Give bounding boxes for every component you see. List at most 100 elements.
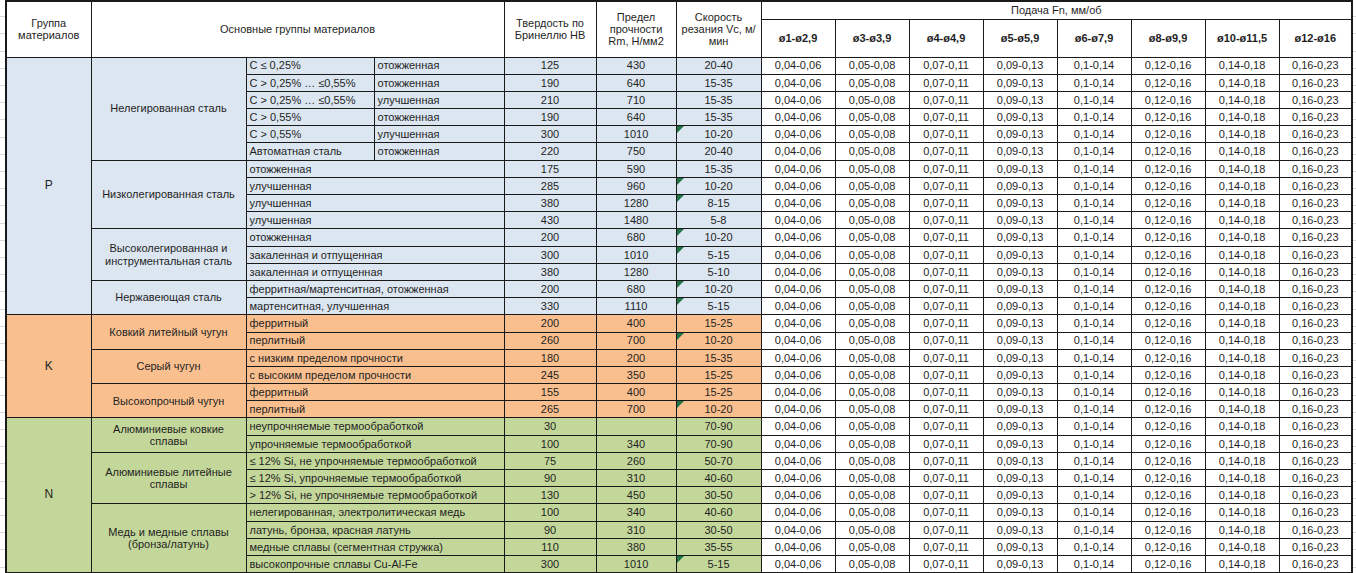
feed-cell[interactable]: 0,12-0,16 (1131, 315, 1205, 332)
feed-cell[interactable]: 0,04-0,06 (761, 435, 835, 452)
feed-cell[interactable]: 0,05-0,08 (835, 57, 909, 74)
feed-cell[interactable]: 0,09-0,13 (983, 212, 1057, 229)
feed-cell[interactable]: 0,09-0,13 (983, 263, 1057, 280)
hardness-cell[interactable]: 155 (504, 384, 596, 401)
feed-cell[interactable]: 0,04-0,06 (761, 177, 835, 194)
feed-cell[interactable]: 0,07-0,11 (909, 298, 983, 315)
feed-cell[interactable]: 0,14-0,18 (1205, 263, 1279, 280)
strength-cell[interactable]: 1010 (596, 126, 676, 143)
header-hardness[interactable]: Твердость по Бринеллю HB (504, 1, 596, 57)
feed-cell[interactable]: 0,04-0,06 (761, 555, 835, 572)
feed-cell[interactable]: 0,05-0,08 (835, 366, 909, 383)
strength-cell[interactable]: 380 (596, 538, 676, 555)
feed-cell[interactable]: 0,09-0,13 (983, 195, 1057, 212)
strength-cell[interactable]: 700 (596, 401, 676, 418)
feed-cell[interactable]: 0,1-0,14 (1057, 74, 1131, 91)
feed-cell[interactable]: 0,05-0,08 (835, 418, 909, 435)
feed-cell[interactable]: 0,12-0,16 (1131, 91, 1205, 108)
feed-cell[interactable]: 0,12-0,16 (1131, 470, 1205, 487)
feed-cell[interactable]: 0,14-0,18 (1205, 143, 1279, 160)
feed-cell[interactable]: 0,05-0,08 (835, 521, 909, 538)
material-family-cell[interactable]: Высокопрочный чугун (91, 384, 246, 418)
feed-cell[interactable]: 0,09-0,13 (983, 366, 1057, 383)
feed-cell[interactable]: 0,09-0,13 (983, 349, 1057, 366)
material-state-cell[interactable]: отожженная (374, 143, 504, 160)
speed-cell[interactable]: 15-35 (676, 349, 761, 366)
feed-cell[interactable]: 0,04-0,06 (761, 487, 835, 504)
feed-cell[interactable]: 0,04-0,06 (761, 246, 835, 263)
feed-cell[interactable]: 0,07-0,11 (909, 401, 983, 418)
feed-cell[interactable]: 0,07-0,11 (909, 504, 983, 521)
speed-cell[interactable]: 10-20 (676, 401, 761, 418)
material-subtype-cell[interactable]: ≤ 12% Si, упрочняемые термообработкой (246, 470, 504, 487)
feed-cell[interactable]: 0,16-0,23 (1279, 487, 1352, 504)
feed-cell[interactable]: 0,07-0,11 (909, 91, 983, 108)
material-family-cell[interactable]: Низколегированная сталь (91, 160, 246, 229)
feed-cell[interactable]: 0,04-0,06 (761, 126, 835, 143)
feed-cell[interactable]: 0,09-0,13 (983, 418, 1057, 435)
material-family-cell[interactable]: Высоколегированная и инструментальная ст… (91, 229, 246, 281)
feed-cell[interactable]: 0,1-0,14 (1057, 160, 1131, 177)
speed-cell[interactable]: 15-25 (676, 315, 761, 332)
feed-cell[interactable]: 0,1-0,14 (1057, 280, 1131, 297)
feed-cell[interactable]: 0,14-0,18 (1205, 246, 1279, 263)
feed-cell[interactable]: 0,09-0,13 (983, 160, 1057, 177)
feed-cell[interactable]: 0,05-0,08 (835, 504, 909, 521)
feed-cell[interactable]: 0,16-0,23 (1279, 418, 1352, 435)
feed-cell[interactable]: 0,1-0,14 (1057, 470, 1131, 487)
hardness-cell[interactable]: 180 (504, 349, 596, 366)
feed-cell[interactable]: 0,1-0,14 (1057, 229, 1131, 246)
feed-cell[interactable]: 0,1-0,14 (1057, 177, 1131, 194)
feed-cell[interactable]: 0,04-0,06 (761, 280, 835, 297)
feed-cell[interactable]: 0,04-0,06 (761, 263, 835, 280)
feed-cell[interactable]: 0,1-0,14 (1057, 504, 1131, 521)
hardness-cell[interactable]: 30 (504, 418, 596, 435)
feed-cell[interactable]: 0,1-0,14 (1057, 452, 1131, 469)
feed-cell[interactable]: 0,14-0,18 (1205, 452, 1279, 469)
feed-cell[interactable]: 0,07-0,11 (909, 418, 983, 435)
feed-cell[interactable]: 0,09-0,13 (983, 57, 1057, 74)
speed-cell[interactable]: 15-35 (676, 160, 761, 177)
feed-cell[interactable]: 0,05-0,08 (835, 263, 909, 280)
feed-cell[interactable]: 0,16-0,23 (1279, 195, 1352, 212)
feed-cell[interactable]: 0,05-0,08 (835, 555, 909, 572)
material-family-cell[interactable]: Алюминиевые ковкие сплавы (91, 418, 246, 452)
strength-cell[interactable]: 700 (596, 332, 676, 349)
feed-cell[interactable]: 0,12-0,16 (1131, 487, 1205, 504)
feed-cell[interactable]: 0,12-0,16 (1131, 504, 1205, 521)
feed-cell[interactable]: 0,14-0,18 (1205, 212, 1279, 229)
feed-cell[interactable]: 0,04-0,06 (761, 384, 835, 401)
feed-cell[interactable]: 0,04-0,06 (761, 298, 835, 315)
strength-cell[interactable]: 340 (596, 435, 676, 452)
hardness-cell[interactable]: 200 (504, 280, 596, 297)
speed-cell[interactable]: 35-55 (676, 538, 761, 555)
feed-cell[interactable]: 0,1-0,14 (1057, 384, 1131, 401)
feed-cell[interactable]: 0,09-0,13 (983, 229, 1057, 246)
feed-cell[interactable]: 0,14-0,18 (1205, 366, 1279, 383)
feed-cell[interactable]: 0,07-0,11 (909, 349, 983, 366)
feed-cell[interactable]: 0,09-0,13 (983, 143, 1057, 160)
feed-cell[interactable]: 0,14-0,18 (1205, 349, 1279, 366)
material-subtype-cell[interactable]: ≤ 12% Si, не упрочняемые термообработкой (246, 452, 504, 469)
strength-cell[interactable]: 1110 (596, 298, 676, 315)
hardness-cell[interactable]: 110 (504, 538, 596, 555)
header-feed-range-1[interactable]: ø1-ø2,9 (761, 19, 835, 57)
hardness-cell[interactable]: 300 (504, 555, 596, 572)
feed-cell[interactable]: 0,16-0,23 (1279, 143, 1352, 160)
hardness-cell[interactable]: 130 (504, 487, 596, 504)
feed-cell[interactable]: 0,04-0,06 (761, 452, 835, 469)
feed-cell[interactable]: 0,04-0,06 (761, 195, 835, 212)
feed-cell[interactable]: 0,09-0,13 (983, 504, 1057, 521)
strength-cell[interactable]: 590 (596, 160, 676, 177)
material-subtype-cell[interactable]: закаленная и отпущенная (246, 246, 504, 263)
feed-cell[interactable]: 0,14-0,18 (1205, 315, 1279, 332)
material-subtype-cell[interactable]: закаленная и отпущенная (246, 263, 504, 280)
feed-cell[interactable]: 0,1-0,14 (1057, 332, 1131, 349)
material-subtype-cell[interactable]: ферритная/мартенситная, отожженная (246, 280, 504, 297)
strength-cell[interactable]: 1280 (596, 195, 676, 212)
group-code-cell[interactable]: P (6, 57, 91, 315)
feed-cell[interactable]: 0,12-0,16 (1131, 298, 1205, 315)
feed-cell[interactable]: 0,09-0,13 (983, 332, 1057, 349)
feed-cell[interactable]: 0,16-0,23 (1279, 401, 1352, 418)
feed-cell[interactable]: 0,05-0,08 (835, 195, 909, 212)
